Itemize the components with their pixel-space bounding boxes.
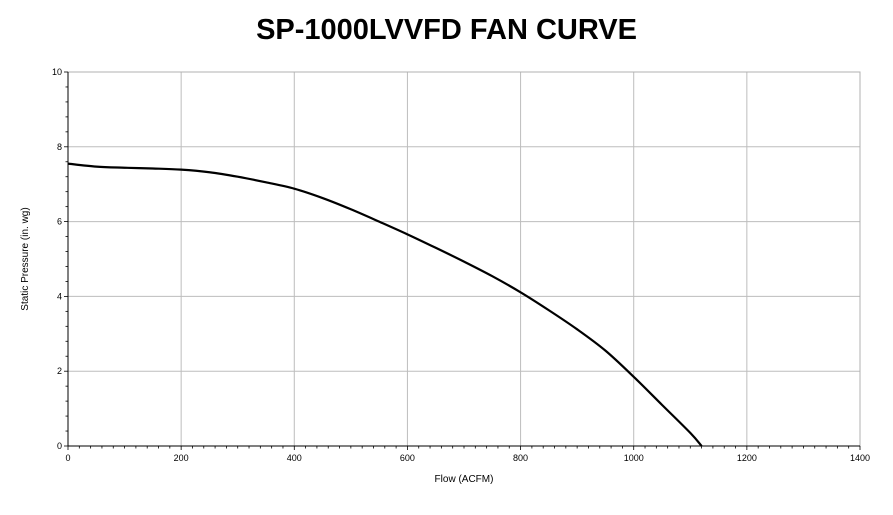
x-tick-label: 1000 bbox=[624, 453, 644, 463]
fan-curve-line bbox=[67, 162, 703, 447]
x-tick-label: 1200 bbox=[737, 453, 757, 463]
grid bbox=[68, 72, 860, 446]
x-tick-label: 600 bbox=[400, 453, 415, 463]
x-tick-label: 1400 bbox=[850, 453, 870, 463]
y-tick-label: 0 bbox=[57, 441, 62, 451]
y-tick-label: 2 bbox=[57, 366, 62, 376]
x-tick-label: 0 bbox=[65, 453, 70, 463]
plot-area bbox=[67, 71, 861, 447]
y-tick-label: 10 bbox=[52, 67, 62, 77]
x-axis-label: Flow (ACFM) bbox=[435, 474, 494, 485]
x-tick-label: 800 bbox=[513, 453, 528, 463]
tick-labels: 0 200 400 600 800 1000 1200 1400 0 2 4 6 8 10 bbox=[52, 67, 870, 463]
x-tick-label: 400 bbox=[287, 453, 302, 463]
chart-title: SP-1000LVVFD FAN CURVE bbox=[256, 14, 637, 46]
axes bbox=[64, 71, 861, 450]
y-tick-label: 4 bbox=[57, 291, 62, 301]
y-tick-label: 6 bbox=[57, 217, 62, 227]
x-tick-label: 200 bbox=[174, 453, 189, 463]
y-axis-label: Static Pressure (in. wg) bbox=[20, 207, 31, 310]
y-tick-label: 8 bbox=[57, 142, 62, 152]
